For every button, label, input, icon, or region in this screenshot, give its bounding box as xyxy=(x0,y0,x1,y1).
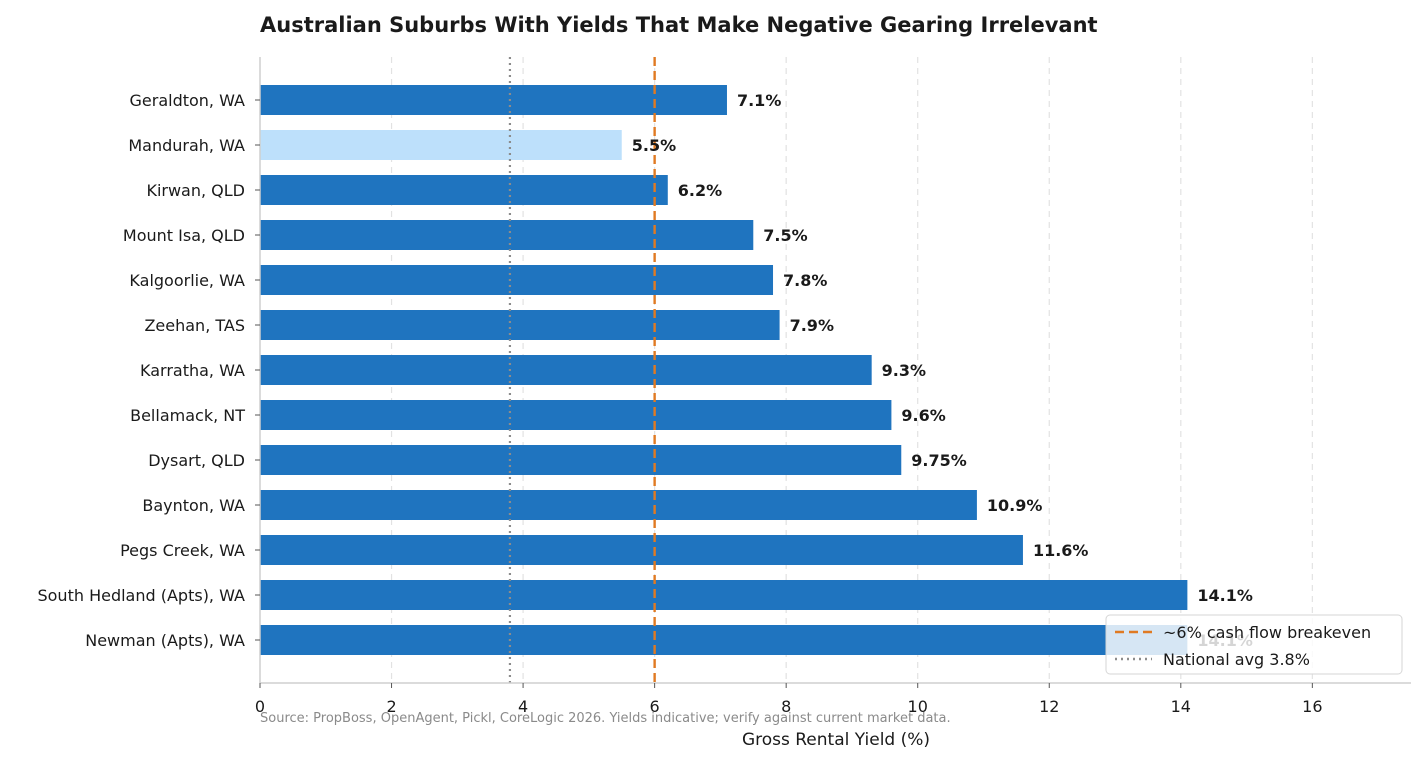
bar-8 xyxy=(260,445,902,475)
x-tick-labels: 0 2 4 6 8 10 12 14 16 xyxy=(255,683,1323,716)
bar-10 xyxy=(260,535,1023,565)
reference-lines xyxy=(508,57,656,683)
value-label-8: 9.75% xyxy=(911,451,967,470)
bar-11 xyxy=(260,580,1188,610)
category-label-1: Mandurah, WA xyxy=(128,136,245,155)
bar-3 xyxy=(260,220,754,250)
category-label-2: Kirwan, QLD xyxy=(146,181,245,200)
value-label-9: 10.9% xyxy=(987,496,1043,515)
category-label-4: Kalgoorlie, WA xyxy=(129,271,245,290)
value-label-7: 9.6% xyxy=(901,406,945,425)
value-label-2: 6.2% xyxy=(678,181,722,200)
value-label-10: 11.6% xyxy=(1033,541,1089,560)
chart-title: Australian Suburbs With Yields That Make… xyxy=(260,13,1098,37)
bar-12 xyxy=(260,625,1188,655)
x-tick-label-2: 4 xyxy=(518,697,528,716)
bar-9 xyxy=(260,490,977,520)
category-label-6: Karratha, WA xyxy=(140,361,245,380)
value-label-6: 9.3% xyxy=(882,361,926,380)
category-label-5: Zeehan, TAS xyxy=(144,316,245,335)
bar-0 xyxy=(260,85,727,115)
category-label-8: Dysart, QLD xyxy=(148,451,245,470)
x-tick-label-6: 12 xyxy=(1039,697,1059,716)
category-label-9: Baynton, WA xyxy=(142,496,245,515)
bar-2 xyxy=(260,175,668,205)
x-tick-label-7: 14 xyxy=(1171,697,1191,716)
legend: ~6% cash flow breakeven National avg 3.8% xyxy=(1105,614,1403,675)
value-label-4: 7.8% xyxy=(783,271,827,290)
bar-6 xyxy=(260,355,872,385)
bar-4 xyxy=(260,265,774,295)
category-label-10: Pegs Creek, WA xyxy=(120,541,245,560)
value-label-1: 5.5% xyxy=(632,136,676,155)
category-label-0: Geraldton, WA xyxy=(130,91,246,110)
legend-label-0: ~6% cash flow breakeven xyxy=(1163,623,1371,642)
category-label-12: Newman (Apts), WA xyxy=(85,631,245,650)
value-label-0: 7.1% xyxy=(737,91,781,110)
x-tick-label-0: 0 xyxy=(255,697,265,716)
category-label-3: Mount Isa, QLD xyxy=(123,226,245,245)
bars xyxy=(260,85,1188,655)
x-tick-label-5: 10 xyxy=(908,697,928,716)
category-label-7: Bellamack, NT xyxy=(130,406,245,425)
x-tick-label-8: 16 xyxy=(1302,697,1322,716)
x-tick-label-3: 6 xyxy=(650,697,660,716)
x-tick-label-4: 8 xyxy=(781,697,791,716)
value-label-11: 14.1% xyxy=(1197,586,1253,605)
bar-7 xyxy=(260,400,892,430)
x-axis-title: Gross Rental Yield (%) xyxy=(742,730,930,750)
bar-1 xyxy=(260,130,622,160)
legend-label-1: National avg 3.8% xyxy=(1163,650,1310,669)
bar-5 xyxy=(260,310,780,340)
legend-box xyxy=(1105,614,1403,675)
value-label-5: 7.9% xyxy=(790,316,834,335)
value-label-3: 7.5% xyxy=(763,226,807,245)
x-tick-label-1: 2 xyxy=(386,697,396,716)
category-labels: Geraldton, WA Mandurah, WA Kirwan, QLD Moun… xyxy=(37,91,260,650)
source-note: Source: PropBoss, OpenAgent, Pickl, Core… xyxy=(260,711,951,726)
category-label-11: South Hedland (Apts), WA xyxy=(37,586,245,605)
